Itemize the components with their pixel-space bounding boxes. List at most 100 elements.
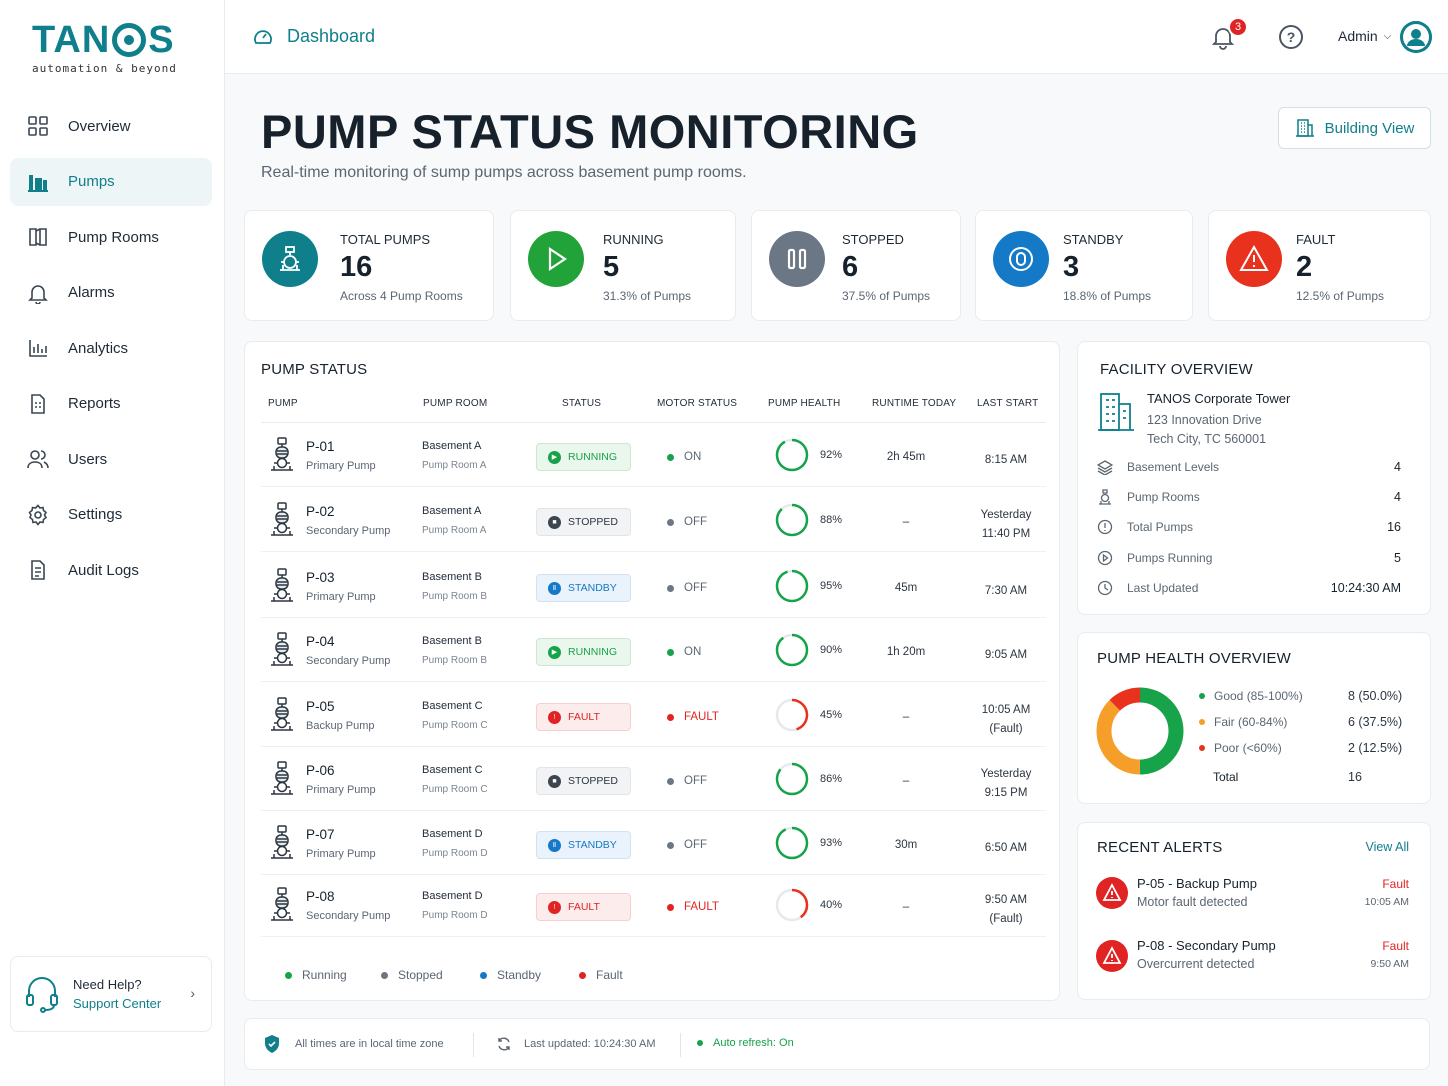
table-row[interactable]: P-03 Primary Pump Basement B Pump Room B Ⅱ ST…: [261, 554, 1046, 618]
sidebar-item-label: Pumps: [68, 173, 115, 190]
alert-desc: Motor fault detected: [1137, 895, 1248, 909]
health-legend-good: Good (85-100%): [1199, 689, 1303, 703]
pump-type: Secondary Pump: [306, 525, 391, 537]
dashboard-icon: [254, 29, 272, 44]
pump-id[interactable]: P-03: [306, 570, 335, 585]
kpi-fault: FAULT 2 12.5% of Pumps: [1208, 210, 1431, 321]
table-header-divider: [261, 422, 1046, 423]
legend-dot: [1199, 745, 1205, 751]
grid-icon: [26, 114, 50, 138]
last-start: 8:15 AM: [961, 451, 1051, 470]
pump-id[interactable]: P-04: [306, 634, 335, 649]
last-start: 9:50 AM (Fault): [961, 891, 1051, 929]
footer-divider: [473, 1033, 474, 1057]
motor-text: ON: [684, 646, 702, 658]
table-row[interactable]: P-02 Secondary Pump Basement A Pump Room A ■…: [261, 488, 1046, 552]
sidebar-item-pumps[interactable]: Pumps: [10, 157, 212, 206]
pump-icon: [269, 568, 295, 607]
last-start-line-2: (Fault): [989, 723, 1023, 735]
basement-name: Basement A: [422, 440, 482, 452]
logo-wordmark: TAN S: [32, 20, 177, 60]
pump-id[interactable]: P-01: [306, 439, 335, 454]
sidebar-item-users[interactable]: Users: [10, 435, 212, 483]
help-title: Need Help?: [73, 977, 142, 992]
status-text: FAULT: [568, 711, 600, 723]
sidebar-item-audit-logs[interactable]: Audit Logs: [10, 546, 212, 594]
last-start-line-1: 8:15 AM: [984, 454, 1028, 466]
alert-time: 10:05 AM: [1364, 896, 1409, 908]
pump-id[interactable]: P-08: [306, 889, 335, 904]
avatar[interactable]: [1400, 21, 1432, 53]
sidebar-item-pump-rooms[interactable]: Pump Rooms: [10, 213, 212, 261]
sidebar-item-label: Alarms: [68, 284, 115, 301]
facility-row-label: Pumps Running: [1127, 551, 1213, 565]
help-icon[interactable]: ?: [1279, 25, 1303, 49]
basement-name: Basement B: [422, 571, 482, 583]
facility-row-pumps-running: Pumps Running 5: [1097, 548, 1401, 568]
facility-row-value: 16: [1387, 520, 1401, 534]
kpi-value: 3: [1063, 251, 1080, 283]
building-view-button[interactable]: Building View: [1278, 107, 1431, 149]
legend-fault: Fault: [579, 968, 623, 982]
alert-title[interactable]: P-08 - Secondary Pump: [1137, 938, 1276, 953]
basement-name: Basement D: [422, 828, 483, 840]
table-row[interactable]: P-07 Primary Pump Basement D Pump Room D Ⅱ ST…: [261, 811, 1046, 875]
table-row[interactable]: P-04 Secondary Pump Basement B Pump Room B ▶…: [261, 618, 1046, 682]
runtime-today: –: [902, 901, 910, 913]
legend-stopped: Stopped: [381, 968, 443, 982]
support-center-link[interactable]: Support Center: [73, 996, 162, 1011]
sidebar-item-alarms[interactable]: Alarms: [10, 269, 212, 317]
pump-id[interactable]: P-05: [306, 699, 335, 714]
help-card[interactable]: Need Help? Support Center ›: [10, 956, 212, 1032]
pump-id[interactable]: P-06: [306, 763, 335, 778]
health-ring-arc: [775, 633, 809, 667]
motor-status: ON: [667, 451, 701, 463]
pump-room-name: Pump Room D: [422, 848, 488, 859]
sidebar-item-settings[interactable]: Settings: [10, 491, 212, 539]
notification-bell-icon[interactable]: [1210, 24, 1236, 50]
table-row[interactable]: P-01 Primary Pump Basement A Pump Room A ▶ RU…: [261, 423, 1046, 487]
page-title: PUMP STATUS MONITORING: [261, 105, 919, 158]
legend-dot: [285, 971, 292, 979]
footer-auto-refresh[interactable]: Auto refresh: On: [697, 1037, 794, 1049]
headset-icon: [26, 977, 58, 1013]
alert-title[interactable]: P-05 - Backup Pump: [1137, 876, 1257, 891]
footer-bar: All times are in local time zone Last up…: [244, 1018, 1430, 1070]
standby-icon: [993, 231, 1049, 287]
motor-text: OFF: [684, 516, 707, 528]
chevron-right-icon: ›: [190, 985, 195, 1001]
health-ring: [775, 888, 809, 922]
pump-id[interactable]: P-07: [306, 827, 335, 842]
kpi-label: RUNNING: [603, 232, 664, 247]
motor-dot: [667, 518, 674, 526]
building-icon: [1098, 393, 1134, 431]
motor-dot: [667, 713, 674, 721]
runtime-today: –: [902, 711, 910, 723]
view-all-link[interactable]: View All: [1365, 840, 1409, 854]
warning-icon: [1226, 231, 1282, 287]
runtime-today: –: [902, 516, 910, 528]
sidebar-item-reports[interactable]: Reports: [10, 380, 212, 428]
pump-status-title: PUMP STATUS: [261, 361, 368, 378]
breadcrumb[interactable]: Dashboard: [253, 26, 375, 47]
table-row[interactable]: P-06 Primary Pump Basement C Pump Room C ■ ST…: [261, 747, 1046, 811]
pump-id[interactable]: P-02: [306, 504, 335, 519]
health-legend-poor: Poor (<60%): [1199, 741, 1282, 755]
basement-name: Basement D: [422, 890, 483, 902]
alert-time: 9:50 AM: [1370, 958, 1409, 970]
health-ring: [775, 503, 809, 537]
sidebar-item-analytics[interactable]: Analytics: [10, 324, 212, 372]
logo[interactable]: TAN S automation & beyond: [32, 20, 177, 75]
health-label: Good (85-100%): [1214, 689, 1303, 703]
sidebar-item-overview[interactable]: Overview: [10, 102, 212, 150]
table-row[interactable]: P-08 Secondary Pump Basement D Pump Room D!…: [261, 873, 1046, 937]
table-row[interactable]: P-05 Backup Pump Basement C Pump Room C! FAU…: [261, 683, 1046, 747]
logo-tagline: automation & beyond: [32, 62, 177, 75]
refresh-icon[interactable]: [496, 1036, 512, 1052]
health-value-poor: 2 (12.5%): [1348, 741, 1403, 755]
user-menu[interactable]: Admin ⌵: [1338, 28, 1391, 44]
rooms-icon: [26, 225, 50, 249]
health-ring: [775, 633, 809, 667]
motor-status: ON: [667, 646, 701, 658]
pump-icon: [269, 697, 295, 736]
